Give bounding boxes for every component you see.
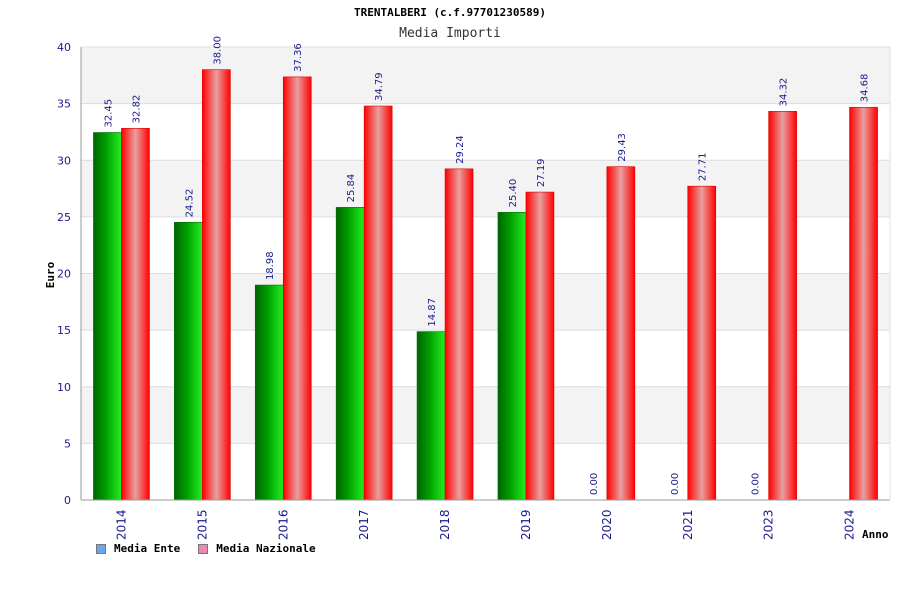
bar-media-nazionale-2016 xyxy=(282,76,312,501)
bar-media-nazionale-2023 xyxy=(768,111,797,501)
bar-media-nazionale-2017 xyxy=(363,105,393,501)
legend-label-media-ente: Media Ente xyxy=(114,542,181,555)
y-tick-label: 5 xyxy=(64,437,71,450)
value-label: 34.79 xyxy=(374,72,385,101)
value-label: 34.32 xyxy=(779,78,790,107)
value-label: 25.84 xyxy=(346,174,357,203)
bar-media-ente-2019 xyxy=(497,212,527,501)
value-label: 29.43 xyxy=(617,133,628,162)
x-tick-label: 2015 xyxy=(195,509,209,540)
bar-media-nazionale-2018 xyxy=(444,168,474,501)
legend-item-media-ente: Media Ente xyxy=(96,542,180,555)
legend-swatch-media-nazionale xyxy=(198,543,209,554)
value-label: 27.19 xyxy=(536,158,547,187)
chart-subtitle: Media Importi xyxy=(399,26,501,41)
value-labels: 32.45 32.82 24.52 38.00 18.98 37.36 25.84 34.79… xyxy=(103,36,870,495)
value-label: 25.40 xyxy=(508,179,519,208)
bar-media-nazionale-2019 xyxy=(525,191,555,501)
x-tick-label: 2016 xyxy=(276,509,290,540)
axes xyxy=(80,46,891,501)
y-tick-label: 15 xyxy=(57,324,71,337)
value-label: 34.68 xyxy=(860,74,871,103)
value-label: 38.00 xyxy=(212,36,223,65)
x-tick-label: 2021 xyxy=(681,509,695,540)
x-tick-label: 2017 xyxy=(357,509,371,540)
y-tick-label: 30 xyxy=(57,154,71,167)
y-tick-label: 0 xyxy=(64,494,71,507)
value-label: 27.71 xyxy=(698,153,709,182)
value-label: 0.00 xyxy=(670,473,681,495)
bar-media-ente-2015 xyxy=(174,222,203,501)
bar-media-nazionale-2021 xyxy=(687,185,717,501)
value-label: 32.45 xyxy=(103,99,114,128)
value-label: 0.00 xyxy=(751,473,762,495)
value-label: 32.82 xyxy=(131,95,142,124)
x-tick-label: 2018 xyxy=(438,509,452,540)
value-label: 14.87 xyxy=(427,298,438,327)
x-axis-label: Anno xyxy=(862,528,889,541)
x-tick-label: 2023 xyxy=(762,509,776,540)
bar-media-nazionale-2020 xyxy=(606,166,636,501)
y-tick-label: 20 xyxy=(57,268,71,281)
legend: Media Ente Media Nazionale xyxy=(96,542,316,555)
y-axis-label: Euro xyxy=(44,261,57,288)
chart-title: TRENTALBERI (c.f.97701230589) xyxy=(354,6,546,19)
y-tick-labels: 0 5 10 15 20 25 30 35 40 xyxy=(57,41,71,507)
legend-swatch-media-ente xyxy=(96,543,106,554)
bar-media-ente-2014 xyxy=(93,132,122,501)
value-label: 29.24 xyxy=(455,135,466,164)
value-label: 0.00 xyxy=(589,473,600,495)
bars xyxy=(93,69,878,501)
legend-label-media-nazionale: Media Nazionale xyxy=(216,542,316,555)
bar-media-ente-2016 xyxy=(254,284,284,501)
bar-media-ente-2017 xyxy=(335,207,365,501)
x-tick-label: 2014 xyxy=(114,509,128,540)
y-tick-label: 40 xyxy=(57,41,71,54)
bar-media-nazionale-2014 xyxy=(121,128,150,501)
bar-media-nazionale-2015 xyxy=(202,69,231,501)
y-tick-label: 35 xyxy=(57,98,71,111)
x-tick-labels: 2014 2015 2016 2017 2018 2019 2020 2021 2023 2024 xyxy=(114,509,856,540)
value-label: 24.52 xyxy=(184,189,195,218)
legend-item-media-nazionale: Media Nazionale xyxy=(198,542,316,555)
y-tick-label: 10 xyxy=(57,381,71,394)
y-tick-label: 25 xyxy=(57,211,71,224)
x-tick-label: 2019 xyxy=(519,509,533,540)
x-tick-label: 2020 xyxy=(600,509,614,540)
value-label: 37.36 xyxy=(293,43,304,72)
bar-media-nazionale-2024 xyxy=(849,106,878,501)
x-tick-label: 2024 xyxy=(843,509,857,540)
value-label: 18.98 xyxy=(265,251,276,280)
bar-media-ente-2018 xyxy=(416,331,446,501)
